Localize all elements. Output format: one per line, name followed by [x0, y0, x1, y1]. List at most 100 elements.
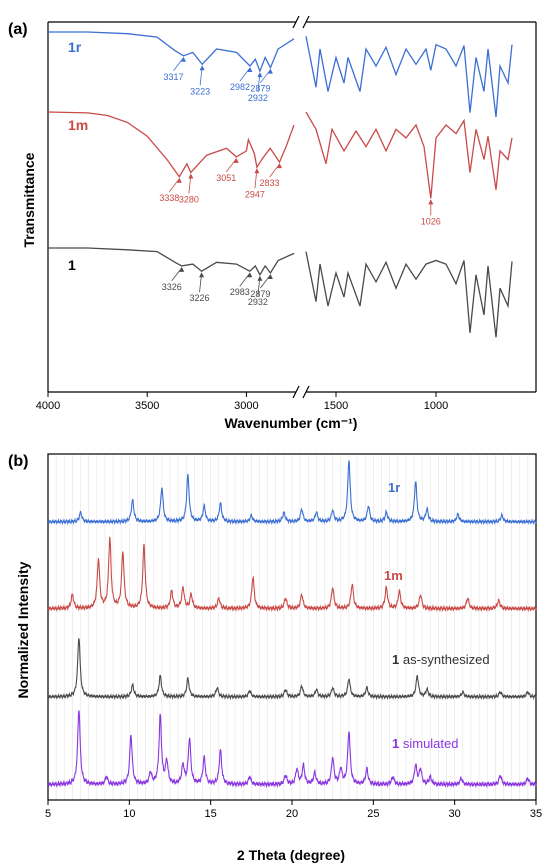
ir-x-tick-label: 3000 — [234, 400, 258, 412]
ir-annotation-label: 1026 — [421, 216, 441, 226]
xrd-line-1 — [47, 536, 537, 613]
xrd-series-3: 1 simulated — [47, 710, 537, 789]
xrd-series-label: 1 as-synthesized — [392, 652, 490, 667]
xrd-grid — [47, 454, 537, 800]
ir-annotation-arrow — [260, 274, 271, 289]
xrd-x-tick-label: 5 — [45, 808, 51, 820]
xrd-x-tick-label: 30 — [449, 808, 461, 820]
xrd-series-2: 1 as-synthesized — [47, 638, 537, 701]
xrd-x-tick-label: 15 — [205, 808, 217, 820]
ir-x-tick-label: 1500 — [324, 400, 348, 412]
ir-annotation-label: 2932 — [248, 93, 268, 103]
ir-annotation-arrowhead — [257, 275, 263, 281]
ir-annotation-arrow — [169, 178, 180, 193]
ir-annotation-label: 3223 — [190, 86, 210, 96]
ir-line-1m-right — [305, 111, 513, 199]
ir-x-axis-title: Wavenumber (cm⁻¹) — [225, 415, 358, 431]
ir-line-1-right — [305, 251, 513, 338]
xrd-x-tick-label: 20 — [286, 808, 298, 820]
ir-annotation-label: 2879 — [250, 84, 270, 94]
ir-annotation-arrow — [173, 57, 184, 72]
ir-series-label: 1 — [68, 257, 76, 273]
ir-series-label: 1m — [68, 117, 88, 133]
ir-annotation-arrowhead — [199, 65, 205, 71]
ir-line-1r-right — [305, 36, 513, 118]
xrd-line-3 — [47, 710, 537, 789]
xrd-series-0: 1r — [47, 460, 537, 526]
ir-annotation-label: 3226 — [190, 293, 210, 303]
xrd-series-label-bold: 1 — [392, 736, 399, 751]
ir-annotation-label: 2983 — [230, 287, 250, 297]
ir-annotation-label: 3317 — [163, 72, 183, 82]
xrd-line-0 — [47, 460, 537, 526]
ir-annotation-label: 2947 — [245, 189, 265, 199]
ir-axis-break-mark — [292, 15, 300, 29]
ir-annotation-arrowhead — [277, 163, 283, 169]
ir-line-1-left — [48, 247, 295, 277]
xrd-x-ticks: 5 10 15 20 25 30 35 — [45, 800, 542, 820]
ir-annotation-arrowhead — [267, 68, 273, 74]
ir-annotation-arrow — [269, 163, 280, 178]
ir-annotation-label: 2932 — [248, 297, 268, 307]
ir-x-ticks: 4000 3500 3000 1500 1000 — [36, 392, 448, 412]
ir-annotation-arrowhead — [257, 72, 263, 78]
ir-annotation-arrowhead — [267, 273, 273, 279]
ir-x-tick-label: 1000 — [424, 400, 448, 412]
ir-annotation-label: 3051 — [216, 173, 236, 183]
ir-annotation-arrowhead — [181, 56, 187, 62]
ir-annotation-label: 2833 — [260, 178, 280, 188]
ir-annotation-arrowhead — [247, 66, 253, 72]
ir-annotation-arrow — [260, 69, 271, 83]
ir-annotation-arrowhead — [247, 272, 253, 278]
ir-series-label: 1r — [68, 39, 82, 55]
ir-axis-break-mark — [302, 15, 310, 29]
xrd-series-label: 1r — [388, 480, 400, 495]
ir-annotation-label: 3338 — [159, 193, 179, 203]
ir-annotation-label: 3280 — [179, 194, 199, 204]
xrd-x-tick-label: 25 — [367, 808, 379, 820]
xrd-y-axis-title: Normalized Intensity — [15, 561, 31, 698]
xrd-series-label: 1 simulated — [392, 736, 458, 751]
ir-annotation-arrowhead — [233, 157, 239, 163]
xrd-series-1: 1m — [47, 536, 537, 613]
ir-axis-break-mark — [292, 385, 300, 399]
panel-a-label: (a) — [8, 21, 28, 38]
xrd-series-label-rest: as-synthesized — [399, 652, 489, 667]
ir-axis-break-mark — [302, 385, 310, 399]
ir-annotation-arrowhead — [428, 199, 434, 205]
ir-annotation-arrow — [239, 272, 251, 287]
ir-line-1r-left — [48, 31, 295, 73]
panel-b-label: (b) — [8, 453, 28, 470]
xrd-x-tick-label: 35 — [530, 808, 542, 820]
ir-annotation-arrowhead — [199, 272, 205, 278]
ir-annotation-arrowhead — [188, 173, 194, 179]
ir-annotation-arrowhead — [176, 177, 182, 183]
ir-annotation-arrow — [239, 67, 251, 82]
ir-annotation-arrowhead — [254, 168, 260, 174]
ir-x-tick-label: 3500 — [135, 400, 159, 412]
ir-annotation-arrowhead — [179, 266, 185, 272]
ir-annotation-arrow — [171, 267, 183, 282]
ir-line-1m-left — [47, 111, 295, 178]
xrd-series-label-rest: simulated — [399, 736, 458, 751]
ir-annotation-label: 3326 — [162, 282, 182, 292]
ir-annotation-label: 2982 — [230, 82, 250, 92]
xrd-series-label-bold: 1 — [392, 652, 399, 667]
xrd-x-axis-title: 2 Theta (degree) — [237, 847, 345, 863]
ir-annotation-arrow — [225, 158, 237, 173]
xrd-line-2 — [47, 638, 537, 701]
ir-annotation-label: 2879 — [250, 289, 270, 299]
xrd-x-tick-label: 10 — [123, 808, 135, 820]
ir-x-tick-label: 4000 — [36, 400, 60, 412]
ir-plot-frame — [47, 15, 537, 399]
ir-y-axis-title: Transmittance — [21, 152, 37, 247]
xrd-series-label: 1m — [384, 568, 403, 583]
